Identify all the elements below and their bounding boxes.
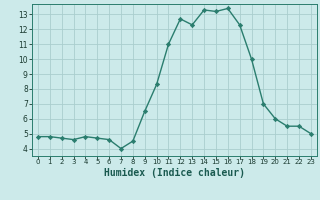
X-axis label: Humidex (Indice chaleur): Humidex (Indice chaleur) bbox=[104, 168, 245, 178]
